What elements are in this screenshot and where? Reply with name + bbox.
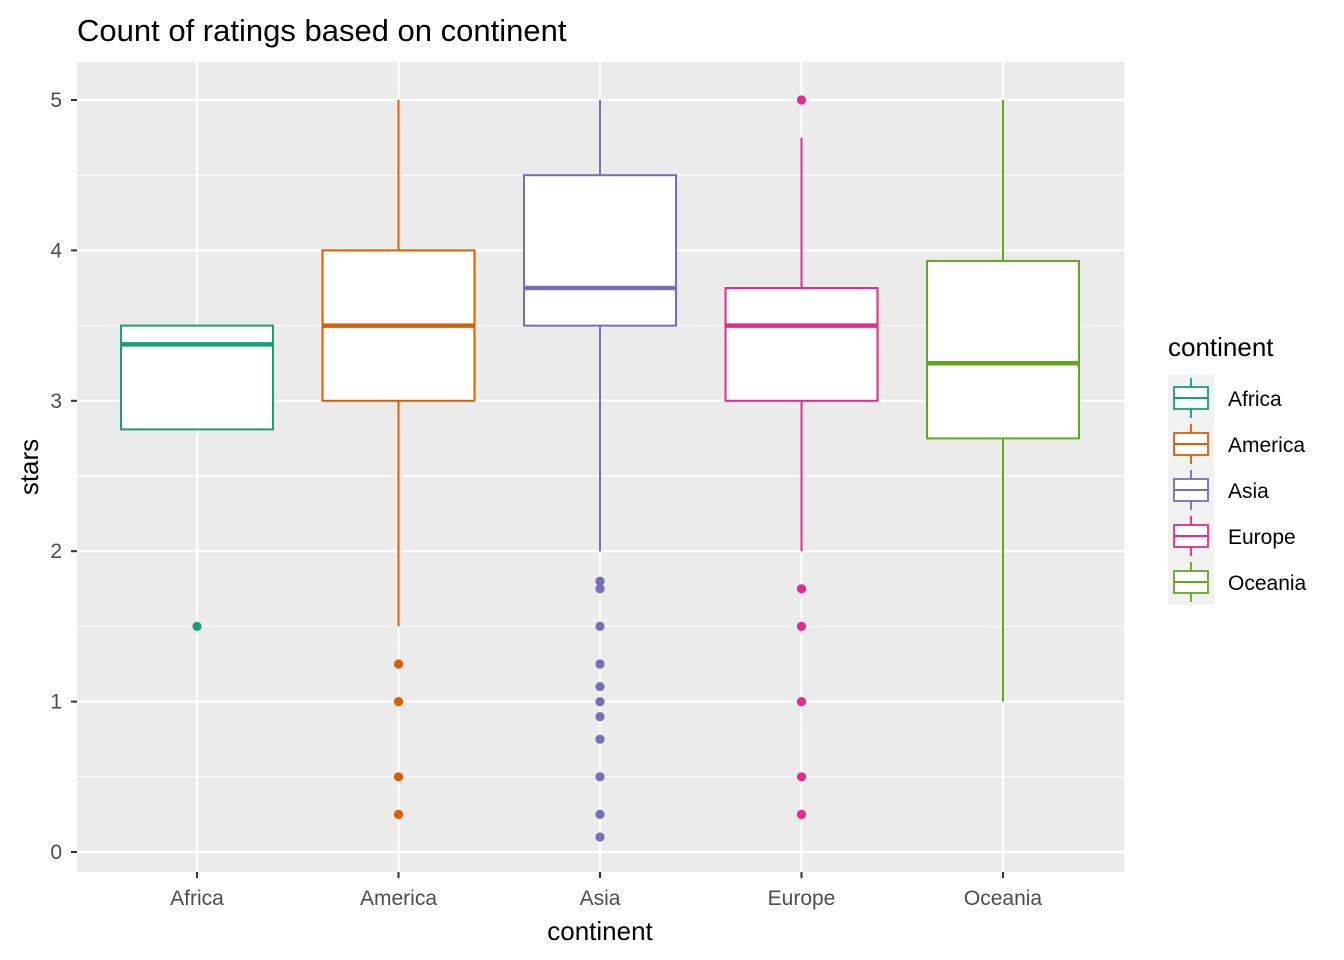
outlier-point bbox=[796, 584, 807, 594]
outlier-point bbox=[595, 772, 605, 782]
legend-item-america: America bbox=[1173, 424, 1305, 464]
legend-label: Europe bbox=[1228, 526, 1296, 549]
outlier-point bbox=[595, 621, 605, 632]
x-tick-label: America bbox=[360, 887, 437, 910]
legend-item-africa: Africa bbox=[1173, 378, 1282, 418]
outlier-point bbox=[595, 832, 605, 842]
outlier-point bbox=[796, 95, 807, 105]
x-tick-label: Oceania bbox=[964, 887, 1043, 910]
x-tick-label: Asia bbox=[580, 887, 621, 910]
box-oceania bbox=[926, 100, 1080, 702]
outlier-point bbox=[595, 584, 605, 594]
y-axis-title: stars bbox=[14, 439, 44, 495]
outlier-point bbox=[595, 809, 605, 820]
legend-item-europe: Europe bbox=[1173, 516, 1296, 556]
outlier-point bbox=[595, 576, 605, 586]
legend-label: Asia bbox=[1228, 480, 1269, 503]
y-tick-label: 2 bbox=[50, 540, 62, 563]
outlier-point bbox=[595, 659, 605, 669]
x-axis-title: continent bbox=[547, 916, 653, 946]
legend-item-asia: Asia bbox=[1173, 470, 1269, 510]
outlier-point bbox=[796, 697, 807, 707]
legend-title: continent bbox=[1168, 332, 1274, 362]
outlier-point bbox=[393, 697, 404, 707]
x-tick-label: Europe bbox=[768, 887, 836, 910]
box-africa bbox=[120, 324, 274, 632]
boxes bbox=[120, 95, 1080, 842]
outlier-point bbox=[393, 772, 404, 782]
box-asia bbox=[523, 100, 677, 842]
box-iqr bbox=[926, 259, 1080, 440]
box-europe bbox=[724, 95, 879, 820]
legend-items: Africa America Asia Europe Oceania bbox=[1173, 378, 1307, 602]
box-iqr bbox=[724, 287, 879, 402]
x-axis: Africa America Asia Europe Oceania bbox=[170, 872, 1042, 910]
y-tick-label: 1 bbox=[50, 691, 62, 714]
legend: continent Africa America Asia Europe Oceania bbox=[1168, 332, 1307, 605]
legend-item-oceania: Oceania bbox=[1173, 562, 1307, 602]
outlier-point bbox=[595, 712, 605, 722]
y-tick-label: 0 bbox=[50, 841, 62, 864]
outlier-point bbox=[796, 772, 807, 782]
box-america bbox=[321, 100, 476, 820]
outlier-point bbox=[796, 621, 807, 632]
box-iqr bbox=[523, 174, 677, 327]
y-tick-label: 5 bbox=[50, 89, 62, 112]
y-tick-label: 4 bbox=[50, 239, 62, 262]
legend-label: Oceania bbox=[1228, 572, 1307, 595]
outlier-point bbox=[393, 809, 404, 820]
legend-label: America bbox=[1228, 434, 1305, 457]
outlier-point bbox=[393, 659, 404, 669]
chart-title: Count of ratings based on continent bbox=[77, 13, 567, 48]
outlier-point bbox=[796, 809, 807, 820]
legend-label: Africa bbox=[1228, 388, 1282, 411]
outlier-point bbox=[595, 697, 605, 707]
box-iqr bbox=[120, 324, 274, 431]
outlier-point bbox=[192, 621, 202, 632]
y-axis: 0 1 2 3 4 5 bbox=[50, 89, 77, 864]
outlier-point bbox=[595, 681, 605, 692]
outlier-point bbox=[595, 734, 605, 744]
x-tick-label: Africa bbox=[170, 887, 224, 910]
y-tick-label: 3 bbox=[50, 390, 62, 413]
